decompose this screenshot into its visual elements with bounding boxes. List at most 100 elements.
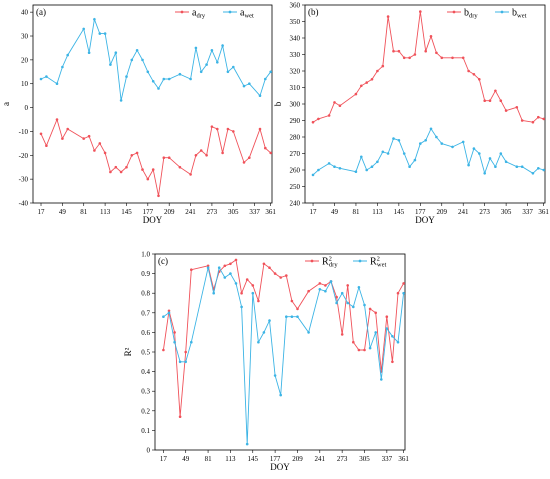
data-point bbox=[413, 158, 417, 162]
data-point bbox=[226, 70, 230, 74]
data-point bbox=[435, 51, 438, 55]
data-point bbox=[119, 99, 123, 102]
data-point bbox=[87, 134, 91, 138]
data-point bbox=[184, 360, 187, 364]
data-point bbox=[206, 264, 210, 268]
data-point bbox=[386, 152, 390, 155]
data-point bbox=[338, 167, 342, 170]
data-point bbox=[262, 262, 266, 266]
data-point bbox=[346, 301, 350, 305]
x-tick-label: 361 bbox=[538, 208, 549, 216]
data-point bbox=[365, 168, 369, 172]
legend-marker bbox=[452, 10, 456, 14]
data-point bbox=[370, 165, 374, 168]
x-tick-label: 113 bbox=[225, 455, 236, 463]
x-tick-label: 177 bbox=[143, 208, 154, 216]
y-tick-label: 310 bbox=[290, 84, 301, 92]
data-point bbox=[307, 331, 310, 334]
y-tick-label: 40 bbox=[21, 9, 29, 17]
x-tick-label: 337 bbox=[249, 208, 260, 216]
data-point bbox=[354, 92, 358, 96]
data-point bbox=[392, 137, 395, 140]
data-point bbox=[290, 299, 294, 303]
x-tick-label: 145 bbox=[121, 208, 132, 216]
data-point bbox=[397, 49, 401, 53]
data-point bbox=[402, 56, 406, 60]
data-point bbox=[66, 53, 69, 57]
x-axis-label: DOY bbox=[415, 215, 435, 225]
data-point bbox=[109, 63, 112, 66]
data-point bbox=[515, 165, 519, 168]
y-tick-label: 10 bbox=[21, 80, 29, 88]
y-axis-label: R² bbox=[123, 347, 133, 356]
x-tick-label: 241 bbox=[458, 208, 469, 216]
data-point bbox=[251, 284, 255, 287]
y-tick-label: 30 bbox=[21, 33, 29, 41]
x-tick-label: 145 bbox=[394, 208, 405, 216]
data-point bbox=[119, 170, 123, 174]
data-point bbox=[429, 35, 433, 38]
data-point bbox=[125, 75, 128, 78]
data-point bbox=[109, 170, 112, 174]
data-point bbox=[381, 150, 385, 154]
x-tick-label: 209 bbox=[164, 208, 175, 216]
data-point bbox=[327, 114, 331, 117]
data-point bbox=[151, 80, 155, 83]
x-tick-label: 177 bbox=[415, 208, 426, 216]
data-point bbox=[467, 163, 470, 167]
data-point bbox=[194, 154, 198, 157]
data-point bbox=[515, 106, 519, 109]
data-point bbox=[311, 120, 315, 124]
x-tick-label: 17 bbox=[160, 455, 168, 463]
y-tick-label: 0.8 bbox=[141, 290, 150, 298]
data-point bbox=[216, 127, 219, 131]
data-point bbox=[488, 99, 492, 102]
data-point bbox=[273, 272, 277, 275]
data-point bbox=[451, 145, 454, 149]
data-point bbox=[451, 56, 454, 60]
data-point bbox=[499, 99, 503, 102]
data-point bbox=[483, 99, 487, 102]
data-point bbox=[269, 151, 273, 155]
data-point bbox=[461, 140, 465, 144]
data-point bbox=[135, 49, 139, 52]
y-axis-label: b bbox=[273, 101, 283, 106]
data-point bbox=[419, 10, 422, 13]
data-point bbox=[324, 289, 327, 293]
y-tick-label: -30 bbox=[19, 176, 29, 184]
data-point bbox=[478, 78, 481, 81]
panel-label: (b) bbox=[308, 7, 319, 17]
series-line bbox=[162, 259, 404, 417]
data-point bbox=[242, 161, 246, 164]
data-point bbox=[472, 147, 476, 150]
data-point bbox=[114, 165, 118, 169]
series-line bbox=[40, 118, 271, 196]
data-point bbox=[346, 284, 350, 287]
data-point bbox=[333, 101, 336, 104]
data-point bbox=[245, 278, 249, 281]
data-point bbox=[162, 348, 165, 352]
data-point bbox=[66, 127, 69, 131]
data-point bbox=[307, 289, 310, 293]
data-point bbox=[173, 331, 176, 334]
data-point bbox=[317, 168, 320, 172]
y-tick-label: 0.1 bbox=[141, 427, 150, 435]
data-point bbox=[130, 154, 134, 157]
data-point bbox=[419, 142, 422, 145]
y-tick-label: 0.3 bbox=[141, 388, 150, 396]
data-point bbox=[216, 61, 219, 64]
data-point bbox=[402, 291, 405, 295]
data-point bbox=[357, 286, 361, 289]
data-point bbox=[229, 262, 232, 266]
data-point bbox=[352, 340, 355, 344]
data-point bbox=[335, 295, 338, 299]
panel-label: (c) bbox=[158, 256, 168, 266]
data-point bbox=[318, 288, 322, 291]
data-point bbox=[467, 69, 470, 73]
data-point bbox=[363, 303, 366, 307]
y-tick-label: 250 bbox=[290, 183, 301, 191]
x-tick-label: 209 bbox=[437, 208, 448, 216]
x-tick-label: 305 bbox=[359, 455, 370, 463]
x-tick-label: 177 bbox=[270, 455, 281, 463]
x-tick-label: 145 bbox=[248, 455, 259, 463]
